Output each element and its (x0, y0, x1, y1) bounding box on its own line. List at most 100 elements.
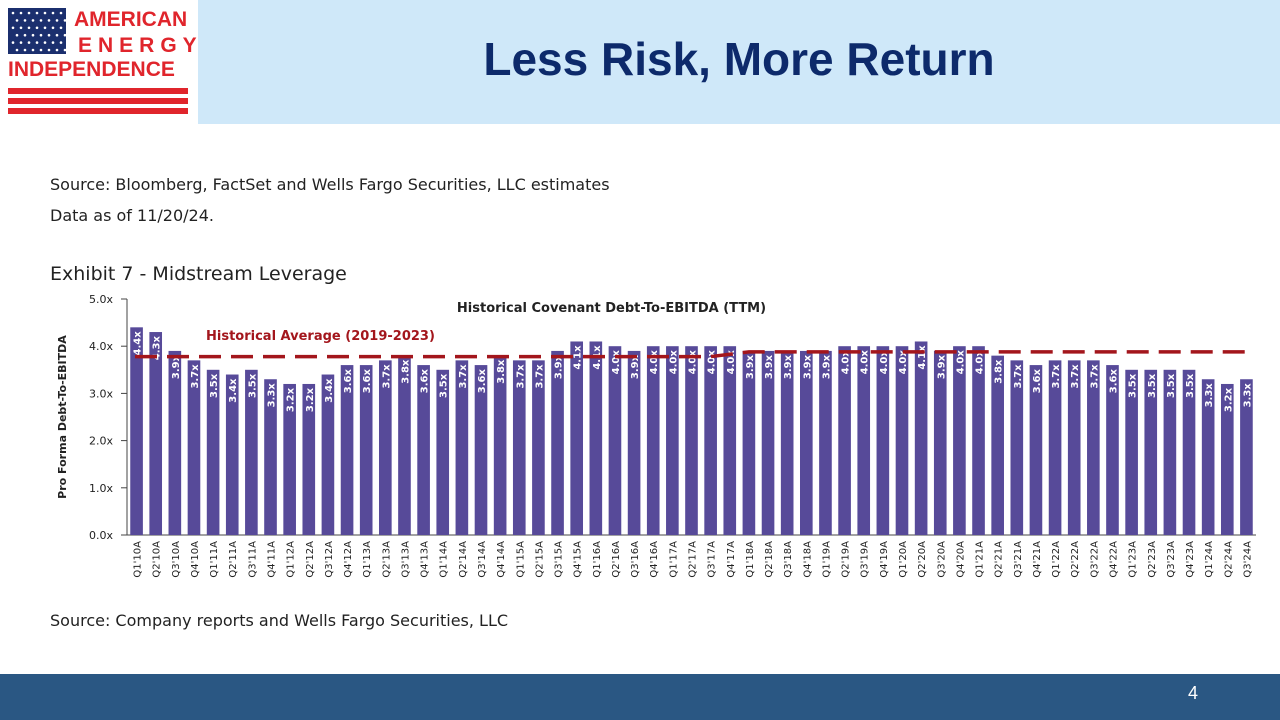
bar (972, 346, 985, 535)
x-tick-label: Q1'13A (362, 541, 373, 578)
x-tick-label: Q1'19A (821, 541, 832, 578)
bar (627, 350, 641, 535)
bar (532, 360, 545, 535)
bar-data-label: 3.7x (515, 364, 526, 389)
bar (149, 332, 163, 535)
bar-data-label: 3.7x (190, 364, 201, 389)
bar (742, 350, 756, 535)
bar (340, 365, 354, 535)
bar (570, 341, 584, 535)
bar (264, 379, 277, 535)
bar (819, 350, 832, 535)
x-tick-label: Q4'17A (726, 541, 737, 578)
flag-star (31, 19, 35, 22)
bar-data-label: 3.2x (305, 387, 316, 412)
bar-data-label: 4.0x (726, 350, 737, 375)
x-tick-label: Q4'23A (1185, 541, 1196, 578)
bar (398, 355, 411, 535)
bar-data-label: 3.2x (1223, 387, 1234, 412)
flag-star (27, 11, 31, 15)
x-tick-label: Q2'11A (228, 541, 239, 578)
x-tick-label: Q4'12A (343, 541, 354, 578)
bar (704, 346, 717, 535)
flag-star (27, 26, 31, 30)
bar-data-label: 3.8x (994, 359, 1005, 384)
x-tick-label: Q4'22A (1108, 541, 1119, 578)
bar-data-label: 4.0x (898, 350, 909, 375)
x-tick-label: Q2'21A (994, 541, 1005, 578)
flag-star (11, 11, 15, 15)
flag-star (15, 19, 19, 22)
bar-data-label: 4.0x (860, 350, 871, 375)
flag-star (39, 48, 43, 52)
x-tick-label: Q4'14A (496, 541, 507, 578)
leverage-bar-chart: Historical Covenant Debt-To-EBITDA (TTM)… (56, 293, 1256, 578)
bar-data-label: 3.2x (286, 387, 297, 412)
x-tick-label: Q4'18A (802, 541, 813, 578)
data-as-of: Data as of 11/20/24. (50, 206, 214, 225)
flag-star (51, 41, 55, 44)
x-tick-label: Q3'12A (324, 541, 335, 578)
flag-star (19, 26, 23, 30)
header-band (198, 0, 1280, 124)
bar-data-label: 4.0x (879, 350, 890, 375)
flag-star (43, 11, 47, 15)
x-tick-label: Q2'16A (611, 541, 622, 578)
bar (551, 350, 564, 535)
bar-data-label: 4.1x (917, 345, 928, 370)
bar-data-label: 4.0x (668, 350, 679, 375)
flag-star (39, 19, 43, 22)
bar (838, 346, 851, 535)
bar (359, 365, 373, 535)
bar (876, 346, 890, 535)
bar-data-label: 3.3x (267, 383, 278, 408)
flag-star (55, 19, 59, 22)
bar (1125, 369, 1138, 535)
x-tick-label: Q2'20A (917, 541, 928, 578)
y-axis-label: Pro Forma Debt-To-EBITDA (56, 335, 69, 499)
bar (780, 350, 794, 535)
x-tick-label: Q2'14A (458, 541, 469, 578)
x-tick-label: Q1'12A (286, 541, 297, 578)
bar-data-label: 3.9x (554, 354, 565, 379)
bar-data-label: 3.6x (343, 369, 354, 394)
flag-stripe (8, 88, 188, 94)
bar-data-label: 4.0x (955, 350, 966, 375)
bar-data-label: 3.7x (381, 364, 392, 389)
bar-data-label: 3.7x (1070, 364, 1081, 389)
bar-data-label: 3.6x (477, 369, 488, 394)
y-tick-label: 1.0x (89, 482, 113, 495)
slide-title: Less Risk, More Return (483, 33, 995, 85)
bar (1029, 365, 1043, 535)
bar-data-label: 3.9x (783, 354, 794, 379)
bar-data-label: 3.7x (534, 364, 545, 389)
flag-stripe (8, 108, 188, 114)
x-tick-label: Q4'21A (1032, 541, 1043, 578)
footer-band (0, 674, 1280, 720)
x-tick-label: Q4'16A (649, 541, 660, 578)
bar (1182, 369, 1196, 535)
flag-canton-icon (8, 8, 66, 54)
x-tick-label: Q3'18A (783, 541, 794, 578)
x-tick-label: Q2'12A (305, 541, 316, 578)
bar-data-label: 3.6x (1032, 369, 1043, 394)
bar (1201, 379, 1215, 535)
x-tick-label: Q2'17A (688, 541, 699, 578)
bar-data-label: 3.9x (171, 354, 182, 379)
bar-data-label: 3.6x (1108, 369, 1119, 394)
bar (857, 346, 871, 535)
y-tick-label: 5.0x (89, 293, 113, 306)
bar (1163, 369, 1177, 535)
flag-star (55, 33, 59, 37)
bar (589, 341, 603, 535)
bar-data-label: 4.1x (573, 345, 584, 370)
x-tick-label: Q3'16A (630, 541, 641, 578)
bar-data-label: 3.8x (496, 359, 507, 384)
flag-star (43, 41, 47, 44)
bar (245, 369, 258, 535)
logo-text-independence: INDEPENDENCE (8, 58, 175, 81)
x-tick-label: Q2'23A (1147, 541, 1158, 578)
bar-data-label: 3.6x (362, 369, 373, 394)
x-tick-label: Q3'14A (477, 541, 488, 578)
x-tick-label: Q2'15A (534, 541, 545, 578)
